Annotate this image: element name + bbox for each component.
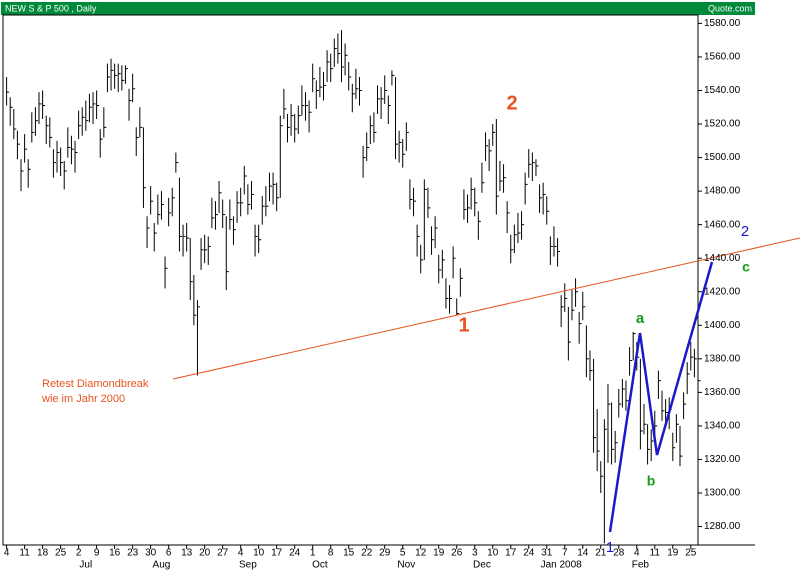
x-tick-label: 15 (343, 548, 355, 559)
x-tick-label: 13 (181, 548, 193, 559)
x-tick-label: 3 (472, 548, 478, 559)
y-tick-label: 1480.00 (704, 186, 741, 197)
y-tick-label: 1280.00 (704, 521, 741, 532)
y-tick-label: 1340.00 (704, 421, 741, 432)
x-tick-label: 25 (55, 548, 67, 559)
wave-line (608, 261, 714, 533)
y-tick-label: 1540.00 (704, 85, 741, 96)
x-tick-label: 11 (650, 548, 661, 559)
x-tick-label: 24 (523, 548, 535, 559)
x-tick-label: 24 (289, 548, 301, 559)
x-tick-label: 30 (145, 548, 157, 559)
x-tick-label: 6 (166, 548, 172, 559)
annotation: Retest Diamondbreak (42, 378, 149, 390)
header-bar (1, 2, 755, 15)
x-tick-label: 19 (433, 548, 445, 559)
x-tick-label: 1 (310, 548, 316, 559)
x-tick-label: 10 (487, 548, 499, 559)
y-tick-label: 1520.00 (704, 119, 741, 130)
y-tick-label: 1440.00 (704, 253, 741, 264)
x-tick-label: 4 (4, 548, 10, 559)
x-tick-label: 20 (199, 548, 211, 559)
wave-label: 2 (506, 92, 517, 114)
x-tick-label: 18 (37, 548, 49, 559)
x-tick-label: 28 (613, 548, 625, 559)
month-label: Nov (397, 560, 415, 571)
x-tick-label: 16 (109, 548, 121, 559)
y-tick-label: 1580.00 (704, 18, 741, 29)
x-tick-label: 31 (541, 548, 553, 559)
annotation: wie im Jahr 2000 (41, 393, 125, 405)
y-tick-label: 1400.00 (704, 320, 741, 331)
y-tick-label: 1420.00 (704, 286, 741, 297)
x-tick-label: 21 (595, 548, 607, 559)
x-tick-label: 17 (271, 548, 283, 559)
x-tick-label: 5 (400, 548, 406, 559)
x-tick-label: 29 (379, 548, 391, 559)
x-tick-label: 4 (238, 548, 244, 559)
x-tick-label: 14 (577, 548, 589, 559)
month-label: Sep (239, 560, 257, 571)
x-tick-label: 27 (217, 548, 229, 559)
x-tick-label: 2 (76, 548, 82, 559)
y-tick-label: 1320.00 (704, 454, 741, 465)
x-tick-label: 19 (667, 548, 679, 559)
trend-line (172, 237, 800, 380)
x-tick-label: 8 (328, 548, 334, 559)
y-tick-label: 1500.00 (704, 152, 741, 163)
month-label: Aug (153, 560, 171, 571)
y-tick-label: 1360.00 (704, 387, 741, 398)
y-tick-label: 1300.00 (704, 488, 741, 499)
x-tick-label: 9 (94, 548, 100, 559)
wave-label: 1 (458, 314, 469, 336)
month-label: Oct (312, 560, 328, 571)
x-tick-label: 25 (685, 548, 697, 559)
x-tick-label: 10 (253, 548, 265, 559)
x-tick-label: 23 (127, 548, 139, 559)
wave-label: a (636, 310, 645, 327)
wave-label: 2 (741, 223, 749, 240)
chart-title: NEW S & P 500 , Daily (5, 3, 97, 13)
x-tick-label: 11 (19, 548, 30, 559)
x-tick-label: 17 (505, 548, 517, 559)
wave-label: b (647, 473, 656, 489)
y-tick-label: 1460.00 (704, 219, 741, 230)
x-tick-label: 26 (451, 548, 463, 559)
x-tick-label: 4 (634, 548, 640, 559)
source: Quote.com (708, 3, 752, 13)
x-tick-label: 22 (361, 548, 373, 559)
x-tick-label: 12 (415, 548, 427, 559)
month-label: Jul (79, 560, 92, 571)
month-label: Feb (632, 560, 650, 571)
y-tick-label: 1380.00 (704, 353, 741, 364)
month-label: Jan 2008 (541, 560, 583, 571)
y-tick-label: 1560.00 (704, 52, 741, 63)
x-tick-label: 7 (562, 548, 568, 559)
wave-label: c (742, 259, 750, 275)
wave-label: 1 (606, 539, 614, 556)
month-label: Dec (473, 560, 491, 571)
